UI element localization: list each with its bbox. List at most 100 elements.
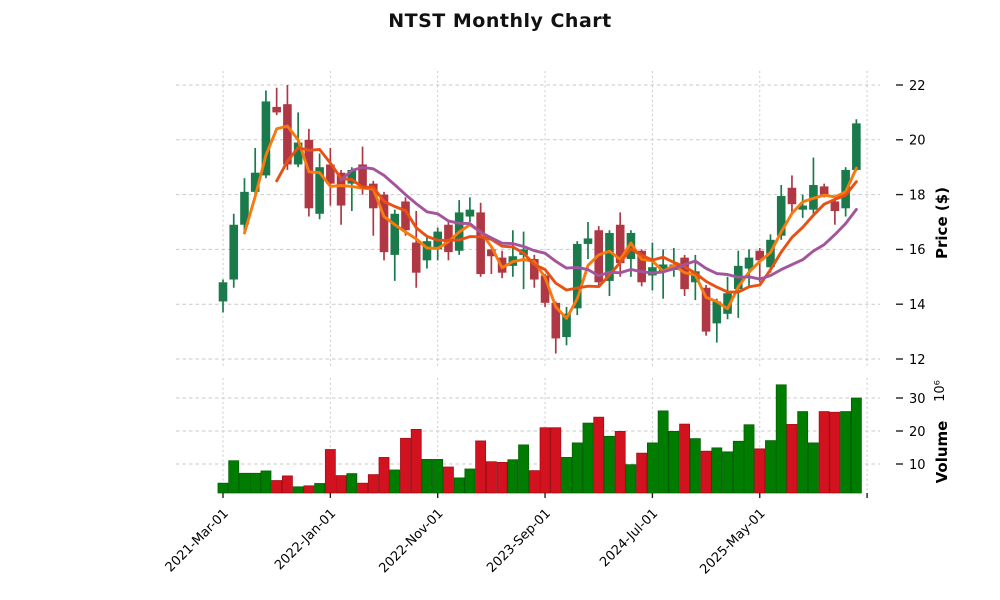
volume-bar [367,474,379,494]
volume-bar [604,435,615,494]
candle-body [304,139,314,209]
ma-line-12 [339,165,858,281]
candle-body [487,249,496,257]
candle-body [755,250,765,261]
candle-body [648,267,657,276]
candle-body [776,195,786,236]
volume-bar [475,440,487,494]
volume-bar [765,440,776,494]
chart-title: NTST Monthly Chart [388,10,612,32]
candle-body [530,258,539,280]
volume-bar [485,461,497,494]
candle-body [347,169,357,184]
candle-body [476,212,485,275]
volume-bar [464,468,476,494]
volume-panel [217,384,862,494]
moving-average-lines [243,124,858,320]
candle-body [583,238,593,244]
candle-body [240,191,249,225]
candle-body [787,187,797,205]
candlestick-panel [218,85,861,354]
candle-body [444,224,453,253]
volume-bar [292,486,304,494]
volume-bar [636,452,648,494]
candle-body [390,213,400,255]
volume-bar [324,449,336,494]
candle-body [283,104,292,165]
ma-line-6 [275,146,858,294]
candle-body [830,201,840,212]
volume-bar [389,469,401,494]
volume-bar [249,472,261,494]
candle-body [358,164,367,190]
price-tick-label: 22 [909,79,926,94]
axis-ticks-and-labels: 22 20 18 16 14 12 30 20 10 2021-Mar-01 2022-Jan-01… [163,79,926,578]
candle-body [540,275,550,303]
volume-bar [507,459,519,494]
volume-bar [614,430,626,494]
candle-body [626,232,636,259]
volume-bar [818,411,830,494]
volume-bar [228,460,240,494]
volume-bar [357,482,368,494]
volume-bar [797,411,809,494]
volume-bar [421,459,433,494]
candle-body [852,123,861,170]
volume-bar [496,462,508,494]
volume-tick-label: 10 [909,458,926,473]
volume-bar [829,411,841,494]
volume-bar [518,444,529,494]
volume-bar [840,411,852,494]
candle-body [798,205,807,210]
volume-bar [732,440,744,494]
volume-bar [689,438,701,494]
price-tick-label: 12 [909,353,926,368]
volume-bar [657,410,669,494]
volume-bar [571,442,583,494]
candle-body [379,194,389,253]
volume-bar [561,457,572,494]
volume-bar [625,464,637,494]
candle-body [422,241,432,261]
volume-bar [808,442,819,494]
candle-body [819,186,829,195]
volume-bar [700,450,712,494]
volume-bar [335,475,347,494]
candle-body [218,282,228,302]
volume-axis-multiplier: 10⁶ [933,380,948,402]
volume-bar [850,397,862,494]
candle-body [658,264,668,272]
volume-bar [217,482,229,494]
volume-bar [711,447,723,494]
volume-bar [410,429,422,494]
candle-body [551,302,561,339]
candle-body [723,293,732,314]
price-tick-label: 16 [909,243,926,258]
candle-body [615,224,625,264]
x-tick-label: 2022-Jan-01 [272,506,339,573]
volume-bar [582,422,594,494]
candle-body [261,101,271,176]
volume-bar [400,437,411,494]
volume-bar [668,430,680,494]
x-tick-label: 2023-Sep-01 [484,506,554,576]
volume-bar [550,427,562,494]
volume-bar [432,459,444,494]
volume-bar [646,442,658,494]
volume-bar [271,480,283,494]
volume-bar [539,427,551,494]
gridlines [176,71,880,493]
volume-bar [443,466,454,494]
volume-bar [528,470,540,494]
volume-bar [282,475,293,494]
volume-bar [378,457,390,494]
volume-bar [346,473,358,494]
x-tick-label: 2025-May-01 [697,506,768,577]
candle-body [411,242,421,273]
candle-body [605,232,614,281]
volume-bar [239,472,250,494]
price-tick-label: 18 [909,188,926,203]
candle-body [293,142,303,165]
candle-body [336,172,346,206]
